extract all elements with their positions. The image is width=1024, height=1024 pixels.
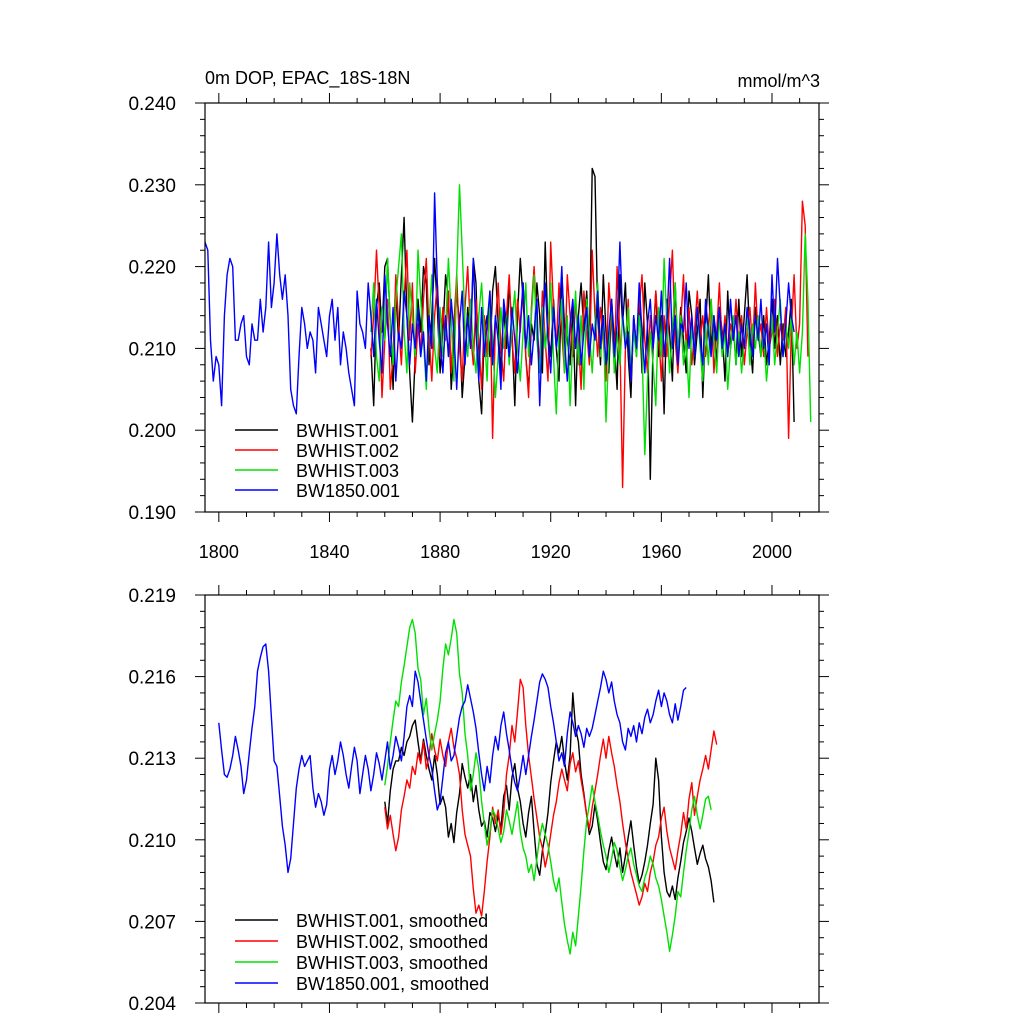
bottom-series-line-4 — [218, 643, 687, 874]
bottom-legend-label: BW1850.001, smoothed — [296, 974, 489, 994]
top-legend-label: BWHIST.001 — [296, 421, 399, 441]
top-panel-plot: 1800 1840 1880 1920 1960 2000 0.190 0.200 0.210 0… — [128, 93, 829, 562]
bottom-y-tick-label: 0.210 — [128, 831, 176, 852]
bottom-y-tick-label: 0.207 — [128, 912, 176, 933]
bottom-panel: 0.204 0.207 0.210 0.213 0.216 0.219 BWHIST.001… — [128, 585, 829, 1015]
bottom-y-tick-label: 0.219 — [128, 586, 176, 607]
bottom-legend-label: BWHIST.001, smoothed — [296, 911, 488, 931]
top-y-tick-label: 0.190 — [128, 503, 176, 524]
top-x-tick-label: 2000 — [752, 542, 792, 562]
top-y-tick-label: 0.240 — [128, 94, 176, 115]
bottom-panel-plot: 0.204 0.207 0.210 0.213 0.216 0.219 BWHIST.001… — [128, 585, 829, 1015]
bottom-y-tick-label: 0.204 — [128, 994, 176, 1015]
top-panel-title: 0m DOP, EPAC_18S-18N — [205, 68, 410, 89]
bottom-series-line-1 — [384, 692, 715, 903]
top-series-line-4 — [204, 192, 795, 415]
top-panel-units: mmol/m^3 — [738, 71, 820, 91]
top-x-tick-label: 1880 — [420, 542, 460, 562]
top-series-line-2 — [370, 200, 809, 489]
bottom-legend-label: BWHIST.003, smoothed — [296, 953, 488, 973]
top-panel: 0m DOP, EPAC_18S-18N mmol/m^3 1800 1840 18… — [128, 68, 829, 562]
top-plot-frame — [204, 102, 820, 513]
top-x-tick-label: 1960 — [641, 542, 681, 562]
top-y-tick-label: 0.200 — [128, 421, 176, 442]
top-legend-label: BW1850.001 — [296, 481, 400, 501]
bottom-series-line-2 — [384, 678, 718, 917]
top-y-tick-label: 0.230 — [128, 176, 176, 197]
bottom-y-tick-label: 0.216 — [128, 668, 176, 689]
top-y-tick-label: 0.210 — [128, 339, 176, 360]
bottom-legend-label: BWHIST.002, smoothed — [296, 932, 488, 952]
top-x-tick-label: 1840 — [309, 542, 349, 562]
bottom-series-line-3 — [384, 618, 712, 955]
top-legend-label: BWHIST.003 — [296, 461, 399, 481]
top-x-tick-label: 1800 — [199, 542, 239, 562]
bottom-y-tick-label: 0.213 — [128, 749, 176, 770]
top-y-tick-label: 0.220 — [128, 258, 176, 279]
top-x-tick-label: 1920 — [531, 542, 571, 562]
bottom-plot-frame — [204, 594, 820, 1004]
top-legend-label: BWHIST.002 — [296, 441, 399, 461]
